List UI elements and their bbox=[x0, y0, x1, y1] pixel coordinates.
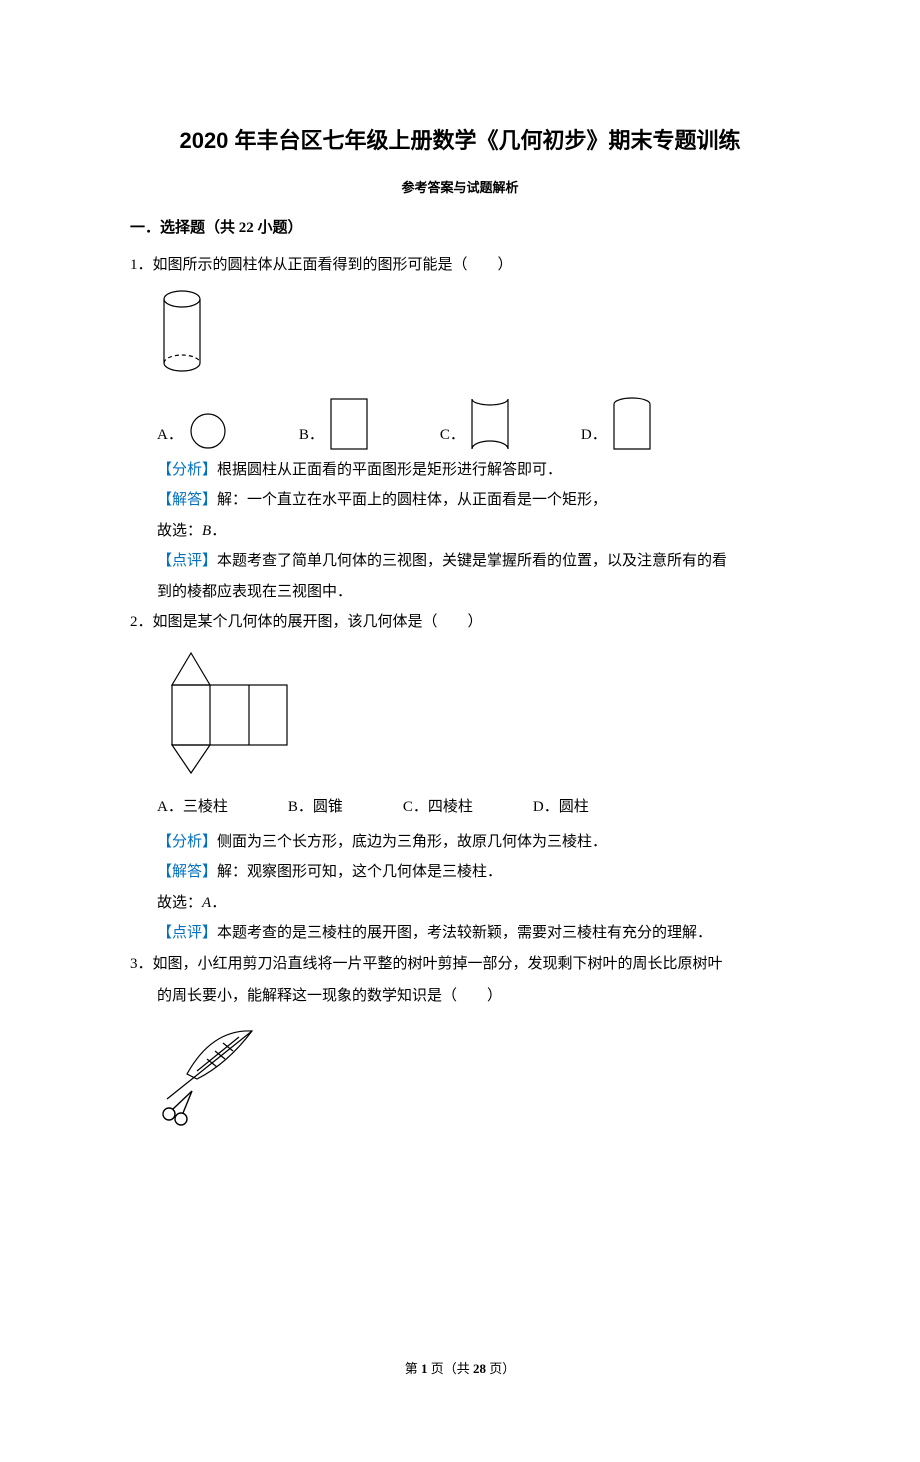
q2-stem: 2．如图是某个几何体的展开图，该几何体是（ ） bbox=[130, 608, 790, 637]
q3-stem-text-1: 如图，小红用剪刀沿直线将一片平整的树叶剪掉一部分，发现剩下树叶的周长比原树叶 bbox=[153, 956, 723, 972]
solve-label: 【解答】 bbox=[157, 864, 217, 880]
q1-analysis: 【分析】根据圆柱从正面看的平面图形是矩形进行解答即可． bbox=[157, 456, 790, 485]
option-label: C． bbox=[403, 799, 428, 815]
answer-suffix: ． bbox=[211, 523, 226, 539]
option-label: A． bbox=[157, 799, 183, 815]
q1-option-b: B． bbox=[299, 396, 370, 452]
answer-prefix: 故选： bbox=[157, 895, 202, 911]
analysis-text: 侧面为三个长方形，底边为三角形，故原几何体为三棱柱． bbox=[217, 834, 607, 850]
q1-option-a: A． bbox=[157, 396, 229, 452]
q3-figure bbox=[157, 1019, 790, 1140]
q2-analysis: 【分析】侧面为三个长方形，底边为三角形，故原几何体为三棱柱． bbox=[157, 828, 790, 857]
option-text: 四棱柱 bbox=[428, 799, 473, 815]
q3-number: 3． bbox=[130, 956, 153, 972]
option-text: 圆锥 bbox=[313, 799, 343, 815]
q1-figure bbox=[157, 287, 790, 388]
circle-icon bbox=[187, 396, 229, 452]
option-label: A． bbox=[157, 421, 183, 452]
comment-text: 本题考查的是三棱柱的展开图，考法较新颖，需要对三棱柱有充分的理解． bbox=[217, 925, 712, 941]
solve-text: 解：一个直立在水平面上的圆柱体，从正面看是一个矩形， bbox=[217, 492, 607, 508]
option-text: 圆柱 bbox=[559, 799, 589, 815]
footer-prefix: 第 bbox=[405, 1361, 421, 1376]
cylinder-icon bbox=[157, 287, 207, 377]
footer-total: 28 bbox=[473, 1361, 486, 1376]
prism-net-icon bbox=[157, 645, 297, 775]
q1-stem: 1．如图所示的圆柱体从正面看得到的图形可能是（ ） bbox=[130, 251, 790, 280]
answer-suffix: ． bbox=[211, 895, 226, 911]
comment-label: 【点评】 bbox=[157, 925, 217, 941]
solve-text: 解：观察图形可知，这个几何体是三棱柱． bbox=[217, 864, 502, 880]
page-title: 2020 年丰台区七年级上册数学《几何初步》期末专题训练 bbox=[130, 120, 790, 162]
comment-label: 【点评】 bbox=[157, 553, 217, 569]
q2-option-a: A．三棱柱 bbox=[157, 793, 228, 822]
analysis-text: 根据圆柱从正面看的平面图形是矩形进行解答即可． bbox=[217, 462, 562, 478]
analysis-label: 【分析】 bbox=[157, 834, 217, 850]
answer-prefix: 故选： bbox=[157, 523, 202, 539]
q1-number: 1． bbox=[130, 257, 153, 273]
rect-arc-bottom-icon bbox=[469, 396, 511, 452]
q2-stem-text: 如图是某个几何体的展开图，该几何体是（ ） bbox=[153, 614, 483, 630]
q1-comment-1: 【点评】本题考查了简单几何体的三视图，关键是掌握所看的位置，以及注意所有的看 bbox=[157, 547, 790, 576]
option-label: D． bbox=[533, 799, 559, 815]
q2-option-d: D．圆柱 bbox=[533, 793, 589, 822]
q2-option-b: B．圆锥 bbox=[288, 793, 343, 822]
q1-option-d: D． bbox=[581, 396, 653, 452]
leaf-scissors-icon bbox=[157, 1019, 267, 1129]
option-text: 三棱柱 bbox=[183, 799, 228, 815]
q1-comment-2: 到的棱都应表现在三视图中． bbox=[157, 578, 790, 607]
analysis-label: 【分析】 bbox=[157, 462, 217, 478]
q2-solve: 【解答】解：观察图形可知，这个几何体是三棱柱． bbox=[157, 858, 790, 887]
comment-text-2: 到的棱都应表现在三视图中． bbox=[157, 584, 352, 600]
q1-options: A． B． C． D． bbox=[157, 396, 790, 452]
q3-stem-2: 的周长要小，能解释这一现象的数学知识是（ ） bbox=[157, 982, 790, 1011]
option-label: C． bbox=[440, 421, 465, 452]
section-header: 一．选择题（共 22 小题） bbox=[130, 214, 790, 243]
footer-suffix: 页） bbox=[486, 1361, 515, 1376]
q1-option-c: C． bbox=[440, 396, 511, 452]
answer-letter: B bbox=[202, 523, 211, 539]
answer-letter: A bbox=[202, 895, 211, 911]
q1-stem-text: 如图所示的圆柱体从正面看得到的图形可能是（ ） bbox=[153, 257, 513, 273]
option-label: D． bbox=[581, 421, 607, 452]
q1-solve: 【解答】解：一个直立在水平面上的圆柱体，从正面看是一个矩形， bbox=[157, 486, 790, 515]
option-label: B． bbox=[288, 799, 313, 815]
comment-text: 本题考查了简单几何体的三视图，关键是掌握所看的位置，以及注意所有的看 bbox=[217, 553, 727, 569]
q2-answer: 故选：A． bbox=[157, 889, 790, 918]
q3-stem-1: 3．如图，小红用剪刀沿直线将一片平整的树叶剪掉一部分，发现剩下树叶的周长比原树叶 bbox=[130, 950, 790, 979]
q3-stem-text-2: 的周长要小，能解释这一现象的数学知识是（ ） bbox=[157, 988, 502, 1004]
page-footer: 第 1 页（共 28 页） bbox=[0, 1357, 920, 1382]
option-label: B． bbox=[299, 421, 324, 452]
square-icon bbox=[328, 396, 370, 452]
page-subtitle: 参考答案与试题解析 bbox=[130, 176, 790, 201]
q1-answer: 故选：B． bbox=[157, 517, 790, 546]
q2-number: 2． bbox=[130, 614, 153, 630]
rect-arc-out-icon bbox=[611, 396, 653, 452]
q2-figure bbox=[157, 645, 790, 786]
footer-mid: 页（共 bbox=[427, 1361, 473, 1376]
q2-option-c: C．四棱柱 bbox=[403, 793, 473, 822]
solve-label: 【解答】 bbox=[157, 492, 217, 508]
q2-comment: 【点评】本题考查的是三棱柱的展开图，考法较新颖，需要对三棱柱有充分的理解． bbox=[157, 919, 790, 948]
q2-options: A．三棱柱 B．圆锥 C．四棱柱 D．圆柱 bbox=[157, 793, 790, 822]
